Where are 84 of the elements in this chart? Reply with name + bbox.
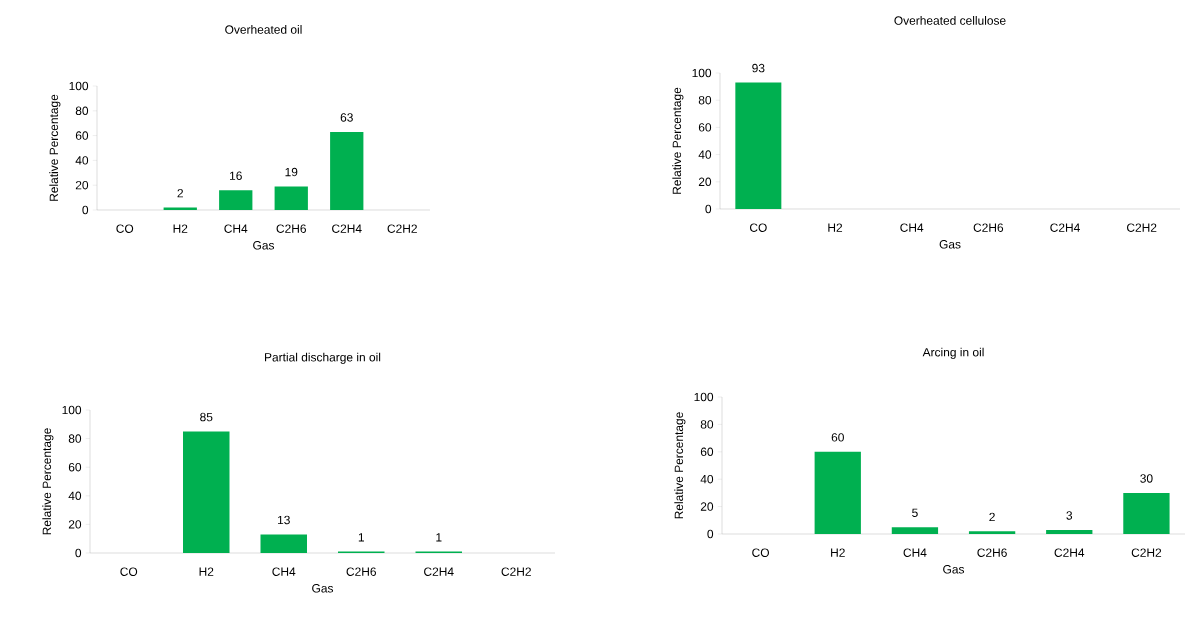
- data-label: 2: [177, 188, 183, 198]
- data-label: 16: [230, 171, 242, 180]
- chart-title: Partial discharge in oil: [265, 352, 381, 364]
- data-label: 2: [989, 512, 995, 522]
- x-tick-label: H2: [831, 548, 845, 557]
- y-axis-title: Relative Percentage: [674, 412, 686, 519]
- x-tick-label: C2H6: [977, 548, 1007, 557]
- x-axis-title: Gas: [943, 565, 965, 574]
- y-tick-label: 100: [62, 405, 82, 415]
- data-label: 1: [358, 533, 364, 542]
- x-tick-label: C2H6: [346, 567, 376, 576]
- x-tick-label: C2H2: [501, 567, 531, 576]
- y-axis-title: Relative Percentage: [42, 428, 54, 535]
- y-tick-label: 20: [68, 520, 82, 529]
- x-tick-label: C2H4: [1054, 548, 1085, 557]
- bar: [330, 131, 364, 210]
- data-label: 85: [200, 412, 213, 422]
- y-tick-label: 80: [698, 95, 712, 105]
- bar: [1123, 492, 1170, 534]
- x-tick-label: C2H6: [973, 223, 1004, 232]
- bar: [968, 531, 1016, 534]
- bar: [1046, 529, 1093, 534]
- data-label: 93: [752, 63, 765, 73]
- x-tick-label: CH4: [903, 548, 927, 557]
- y-tick-label: 0: [82, 205, 89, 215]
- data-label: 1: [436, 533, 442, 542]
- chart-title: Arcing in oil: [922, 347, 984, 359]
- y-tick-label: 100: [694, 392, 714, 402]
- x-tick-label: H2: [828, 223, 843, 232]
- x-tick-label: CO: [116, 224, 134, 233]
- y-axis-title: Relative Percentage: [49, 94, 61, 201]
- y-tick-label: 40: [700, 474, 714, 484]
- x-tick-label: C2H2: [1131, 548, 1162, 557]
- x-tick-label: H2: [199, 567, 214, 576]
- bar: [260, 534, 307, 553]
- chart-title: Overheated cellulose: [894, 16, 1006, 25]
- y-tick-label: 0: [75, 548, 82, 558]
- x-axis-title: Gas: [939, 240, 961, 249]
- data-label: 19: [285, 167, 298, 177]
- chart-title: Overheated oil: [225, 25, 302, 34]
- x-tick-label: C2H4: [332, 224, 362, 233]
- y-tick-label: 20: [700, 502, 714, 511]
- bar: [891, 527, 939, 534]
- x-tick-label: C2H6: [276, 224, 306, 233]
- x-axis-title: Gas: [253, 241, 275, 250]
- x-tick-label: C2H2: [1127, 223, 1157, 232]
- y-tick-label: 60: [698, 123, 712, 132]
- y-tick-label: 40: [698, 150, 712, 159]
- y-tick-label: 20: [75, 180, 89, 190]
- y-tick-label: 20: [698, 177, 712, 187]
- y-axis-title: Relative Percentage: [672, 87, 684, 194]
- y-tick-label: 0: [705, 204, 712, 214]
- data-label: 60: [831, 433, 844, 442]
- x-axis-title: Gas: [312, 584, 334, 593]
- x-tick-label: CO: [752, 548, 769, 557]
- data-label: 63: [340, 113, 353, 122]
- y-tick-label: 40: [68, 491, 82, 501]
- x-tick-label: CH4: [272, 567, 296, 576]
- y-tick-label: 40: [75, 156, 89, 165]
- bar: [814, 451, 861, 534]
- bar: [274, 186, 308, 210]
- x-tick-label: H2: [173, 224, 188, 233]
- bar: [219, 190, 253, 210]
- data-label: 13: [278, 515, 290, 525]
- data-label: 5: [912, 508, 918, 517]
- x-tick-label: CO: [749, 223, 767, 232]
- bar: [183, 431, 230, 553]
- y-tick-label: 80: [68, 434, 82, 443]
- x-tick-label: CH4: [900, 223, 924, 232]
- y-tick-label: 100: [692, 68, 712, 78]
- x-tick-label: CO: [120, 567, 138, 576]
- x-tick-label: C2H4: [1050, 223, 1080, 232]
- y-tick-label: 80: [700, 420, 714, 429]
- y-tick-label: 60: [75, 131, 89, 140]
- data-label: 3: [1066, 511, 1073, 520]
- x-tick-label: C2H2: [387, 224, 417, 233]
- x-tick-label: C2H4: [424, 567, 454, 576]
- y-tick-label: 80: [75, 106, 89, 116]
- x-tick-label: CH4: [224, 224, 248, 233]
- y-tick-label: 60: [700, 447, 714, 457]
- y-tick-label: 0: [707, 529, 714, 539]
- y-tick-label: 100: [69, 81, 89, 91]
- y-tick-label: 60: [68, 462, 82, 472]
- data-label: 30: [1140, 474, 1153, 483]
